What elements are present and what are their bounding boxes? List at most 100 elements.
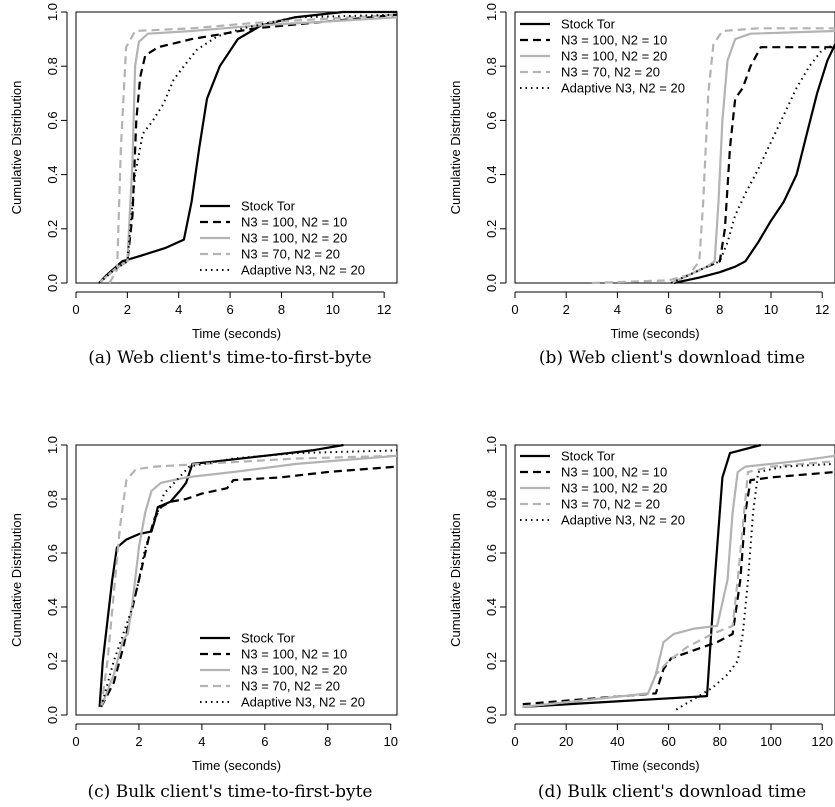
y-tick-label: 0.0 <box>484 274 499 292</box>
legend-label: Stock Tor <box>561 17 616 32</box>
x-tick-label: 0 <box>511 734 518 749</box>
plot-frame <box>75 11 398 284</box>
y-tick-label: 0.2 <box>484 220 499 238</box>
x-tick-label: 2 <box>124 302 131 317</box>
series-line-5 <box>675 462 835 711</box>
x-tick-label: 80 <box>713 734 727 749</box>
x-tick-label: 6 <box>226 302 233 317</box>
legend-label: N3 = 100, N2 = 10 <box>241 215 347 230</box>
x-axis-label: Time (seconds) <box>192 758 281 773</box>
legend-label: Adaptive N3, N2 = 20 <box>241 263 365 278</box>
legend-label: Adaptive N3, N2 = 20 <box>561 81 685 96</box>
y-axis-label: Cumulative Distribution <box>9 513 24 647</box>
series-line-5 <box>98 13 397 284</box>
plot-frame <box>75 444 398 716</box>
y-tick-label: 0.6 <box>484 544 499 562</box>
x-tick-label: 12 <box>377 302 391 317</box>
x-tick-label: 4 <box>198 734 205 749</box>
series-line-4 <box>591 27 835 285</box>
y-tick-label: 1.0 <box>45 3 60 21</box>
chart-panel-2: 0 2 4 6 8 10 12 0.0 0.2 0.4 0.6 0.8 1.0 Time (seconds… <box>448 3 835 368</box>
y-tick-label: 0.2 <box>45 220 60 238</box>
legend-label: N3 = 100, N2 = 10 <box>561 465 667 480</box>
plot-frame <box>514 444 835 716</box>
y-tick-label: 0.2 <box>45 652 60 670</box>
x-axis-label: Time (seconds) <box>192 326 281 341</box>
x-tick-label: 0 <box>511 302 518 317</box>
y-axis-label: Cumulative Distribution <box>448 513 463 647</box>
x-tick-label: 6 <box>665 302 672 317</box>
x-axis-label: Time (seconds) <box>610 326 699 341</box>
y-tick-label: 0.6 <box>484 111 499 129</box>
y-tick-label: 0.0 <box>45 706 60 724</box>
chart-panel-3: 0 2 4 6 8 10 0.0 0.2 0.4 0.6 0.8 1.0 Time (seconds) C… <box>9 436 398 802</box>
x-axis-label: Time (seconds) <box>610 758 699 773</box>
x-tick-label: 8 <box>716 302 723 317</box>
y-tick-label: 0.6 <box>45 111 60 129</box>
series-line-3 <box>670 29 835 285</box>
chart-panel-1: 0 2 4 6 8 10 12 0.0 0.2 0.4 0.6 0.8 1.0 Time (seconds… <box>9 3 398 368</box>
y-tick-label: 0.2 <box>484 652 499 670</box>
y-tick-label: 0.8 <box>484 57 499 75</box>
series-line-5 <box>670 43 835 284</box>
y-tick-label: 0.8 <box>484 490 499 508</box>
x-tick-label: 10 <box>326 302 340 317</box>
legend-label: Stock Tor <box>561 449 616 464</box>
series-line-4 <box>522 460 835 708</box>
panel-caption: (d) Bulk client's download time <box>538 782 806 802</box>
y-axis-label: Cumulative Distribution <box>448 81 463 215</box>
x-tick-label: 2 <box>135 734 142 749</box>
y-tick-label: 0.6 <box>45 544 60 562</box>
x-tick-label: 20 <box>559 734 573 749</box>
y-tick-label: 1.0 <box>484 3 499 21</box>
x-tick-label: 8 <box>324 734 331 749</box>
legend-label: Stock Tor <box>241 631 296 646</box>
legend-label: N3 = 100, N2 = 10 <box>561 33 667 48</box>
legend-label: N3 = 100, N2 = 20 <box>561 49 667 64</box>
x-tick-label: 12 <box>815 302 829 317</box>
x-tick-label: 0 <box>72 302 79 317</box>
panel-caption: (a) Web client's time-to-first-byte <box>88 348 371 368</box>
series-line-2 <box>670 46 835 285</box>
legend-label: N3 = 70, N2 = 20 <box>561 65 660 80</box>
series-line-4 <box>100 454 397 708</box>
legend-label: N3 = 100, N2 = 20 <box>241 231 347 246</box>
legend-label: N3 = 100, N2 = 10 <box>241 647 347 662</box>
x-tick-label: 6 <box>261 734 268 749</box>
legend-label: Adaptive N3, N2 = 20 <box>241 695 365 710</box>
y-tick-label: 1.0 <box>484 436 499 454</box>
y-tick-label: 0.4 <box>484 598 499 616</box>
legend-label: Stock Tor <box>241 199 296 214</box>
y-tick-label: 0.8 <box>45 490 60 508</box>
y-tick-label: 0.4 <box>45 166 60 184</box>
x-tick-label: 0 <box>72 734 79 749</box>
x-tick-label: 40 <box>610 734 624 749</box>
legend-label: N3 = 70, N2 = 20 <box>241 679 340 694</box>
panel-caption: (c) Bulk client's time-to-first-byte <box>88 782 373 802</box>
series-line-1 <box>522 443 762 708</box>
y-axis-label: Cumulative Distribution <box>9 81 24 215</box>
x-tick-label: 8 <box>278 302 285 317</box>
x-tick-label: 10 <box>383 734 397 749</box>
y-tick-label: 0.8 <box>45 57 60 75</box>
x-tick-label: 4 <box>614 302 621 317</box>
x-tick-label: 60 <box>661 734 675 749</box>
y-tick-label: 1.0 <box>45 436 60 454</box>
legend-label: Adaptive N3, N2 = 20 <box>561 513 685 528</box>
legend-label: N3 = 70, N2 = 20 <box>241 247 340 262</box>
y-tick-label: 0.4 <box>484 166 499 184</box>
y-tick-label: 0.4 <box>45 598 60 616</box>
series-line-1 <box>673 44 835 285</box>
series-line-4 <box>108 13 397 284</box>
series-line-3 <box>100 454 397 708</box>
chart-panel-4: 0 20 40 60 80 100 120 0.0 0.2 0.4 0.6 0.8 1.0 Time (s… <box>448 436 835 802</box>
legend-label: N3 = 70, N2 = 20 <box>561 497 660 512</box>
y-tick-label: 0.0 <box>45 274 60 292</box>
legend-label: N3 = 100, N2 = 20 <box>561 481 667 496</box>
legend-label: N3 = 100, N2 = 20 <box>241 663 347 678</box>
